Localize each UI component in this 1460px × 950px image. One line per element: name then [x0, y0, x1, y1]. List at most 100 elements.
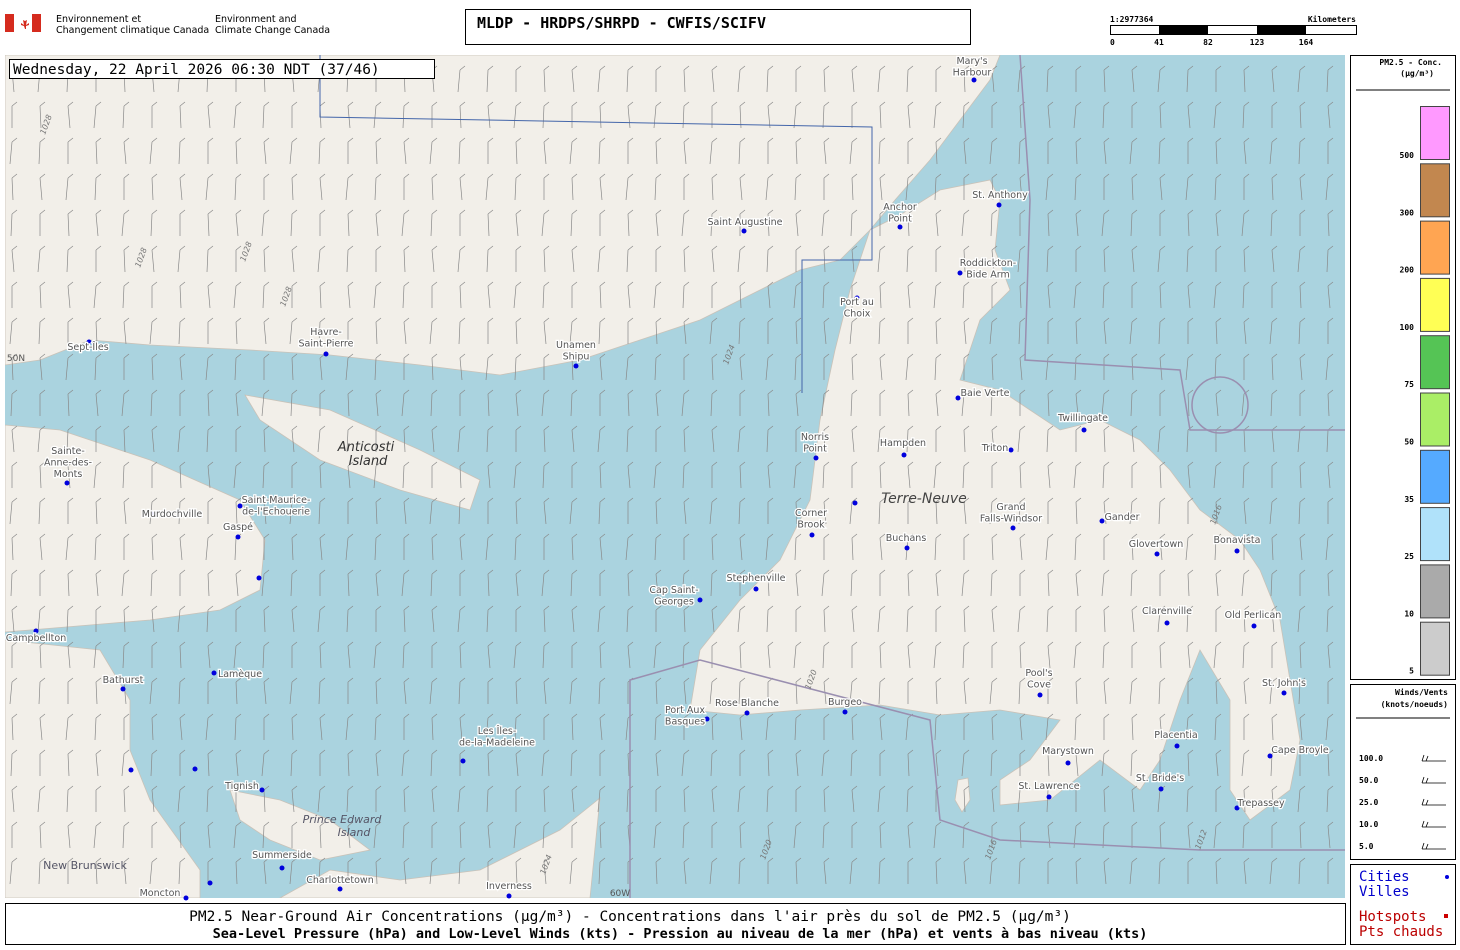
wind-barb — [851, 245, 858, 273]
wind-barb — [906, 605, 914, 633]
wind-barb — [95, 749, 102, 777]
city-label: Cap Saint- — [649, 585, 698, 596]
wind-barb — [149, 857, 158, 885]
wind-barb — [207, 569, 214, 597]
wind-barb — [262, 101, 270, 129]
footer-box — [5, 903, 1346, 945]
wind-barb — [95, 785, 102, 812]
city-dot — [1154, 551, 1160, 557]
wind-barb — [401, 569, 410, 597]
wind-barb — [122, 641, 130, 669]
wind-barb — [486, 605, 494, 633]
wind-barb — [963, 533, 970, 560]
wind-barb — [1159, 713, 1166, 741]
wind-barb — [1101, 749, 1110, 777]
wind-barb — [123, 677, 130, 705]
wind-barb — [121, 209, 130, 237]
city-label: Baie Verte — [961, 388, 1010, 399]
wind-barb — [963, 317, 970, 345]
wind-legend-label: 50.0 — [1359, 776, 1378, 785]
wind-barb — [1019, 533, 1026, 561]
city-label: Havre- — [310, 327, 342, 338]
wind-barb — [1103, 425, 1110, 453]
wind-barb — [459, 389, 466, 416]
wind-barb — [38, 317, 46, 345]
wind-barb — [683, 317, 690, 345]
wind-barb — [627, 209, 634, 237]
wind-barb — [935, 425, 942, 452]
wind-barb — [1213, 281, 1222, 309]
wind-barb — [879, 461, 886, 489]
wind-barb — [655, 209, 662, 237]
city-label: Bathurst — [103, 675, 144, 686]
city-symbol — [1445, 875, 1449, 879]
wind-barb — [879, 173, 886, 201]
wind-barb — [431, 353, 438, 381]
wind-barb — [879, 641, 886, 669]
wind-barb — [1102, 281, 1110, 309]
wind-barb — [123, 173, 130, 200]
wind-barb — [235, 749, 242, 777]
wind-barb — [375, 389, 382, 417]
wind-barb — [65, 353, 74, 381]
wind-barb — [374, 713, 382, 741]
wind-barb — [823, 785, 830, 813]
wind-barb — [289, 317, 298, 345]
wind-barb — [1075, 209, 1082, 237]
wind-barb — [11, 245, 18, 273]
wind-barb — [67, 569, 74, 597]
wind-barb — [767, 569, 774, 597]
wind-barb — [430, 209, 438, 237]
wind-barb — [627, 569, 634, 597]
wind-barb — [1269, 677, 1278, 705]
wind-barb — [794, 713, 802, 741]
wind-barb — [1187, 461, 1194, 489]
wind-barb — [795, 749, 802, 777]
wind-barb — [431, 461, 438, 488]
wind-barb — [571, 173, 578, 201]
wind-barb — [905, 173, 914, 201]
wind-barb — [485, 353, 494, 381]
city-label: Anchor — [883, 202, 917, 213]
city-dot — [1267, 753, 1273, 759]
wind-barb — [653, 101, 662, 129]
wind-barb — [459, 173, 466, 201]
wind-barb — [877, 245, 886, 273]
city-dot — [1164, 620, 1170, 626]
wind-barb — [599, 713, 606, 741]
wind-barb — [9, 857, 18, 885]
wind-barb — [1299, 749, 1306, 776]
wind-barb — [795, 425, 802, 452]
city-label: Triton — [981, 443, 1009, 454]
wind-barb — [375, 785, 382, 812]
wind-barb — [1130, 209, 1138, 237]
wind-barb — [683, 137, 690, 165]
city-dot — [259, 787, 265, 793]
wind-barb — [599, 389, 606, 416]
wind-barb — [1215, 497, 1222, 525]
place-name: Island — [349, 454, 388, 469]
wind-barb — [431, 605, 438, 633]
wind-barb — [93, 461, 102, 489]
wind-barb — [907, 497, 914, 524]
city-dot — [704, 716, 710, 722]
cities-legend: Villes — [1359, 884, 1410, 900]
wind-barb — [261, 569, 270, 597]
wind-barb — [627, 461, 634, 489]
wind-barb — [1298, 497, 1306, 525]
wind-barb — [1214, 353, 1222, 381]
city-label: Monts — [54, 469, 83, 480]
wind-barb — [626, 65, 634, 93]
wind-barb — [1045, 533, 1054, 561]
wind-barb — [207, 461, 214, 489]
wind-barb — [1074, 173, 1082, 201]
wind-barb — [1159, 821, 1166, 849]
wind-barb — [542, 641, 550, 669]
wind-barb — [543, 533, 550, 560]
wind-barb — [906, 245, 914, 273]
wind-barb — [1243, 317, 1250, 345]
wind-barb — [179, 569, 186, 596]
wind-barb — [821, 389, 830, 417]
wind-barb — [458, 317, 466, 345]
